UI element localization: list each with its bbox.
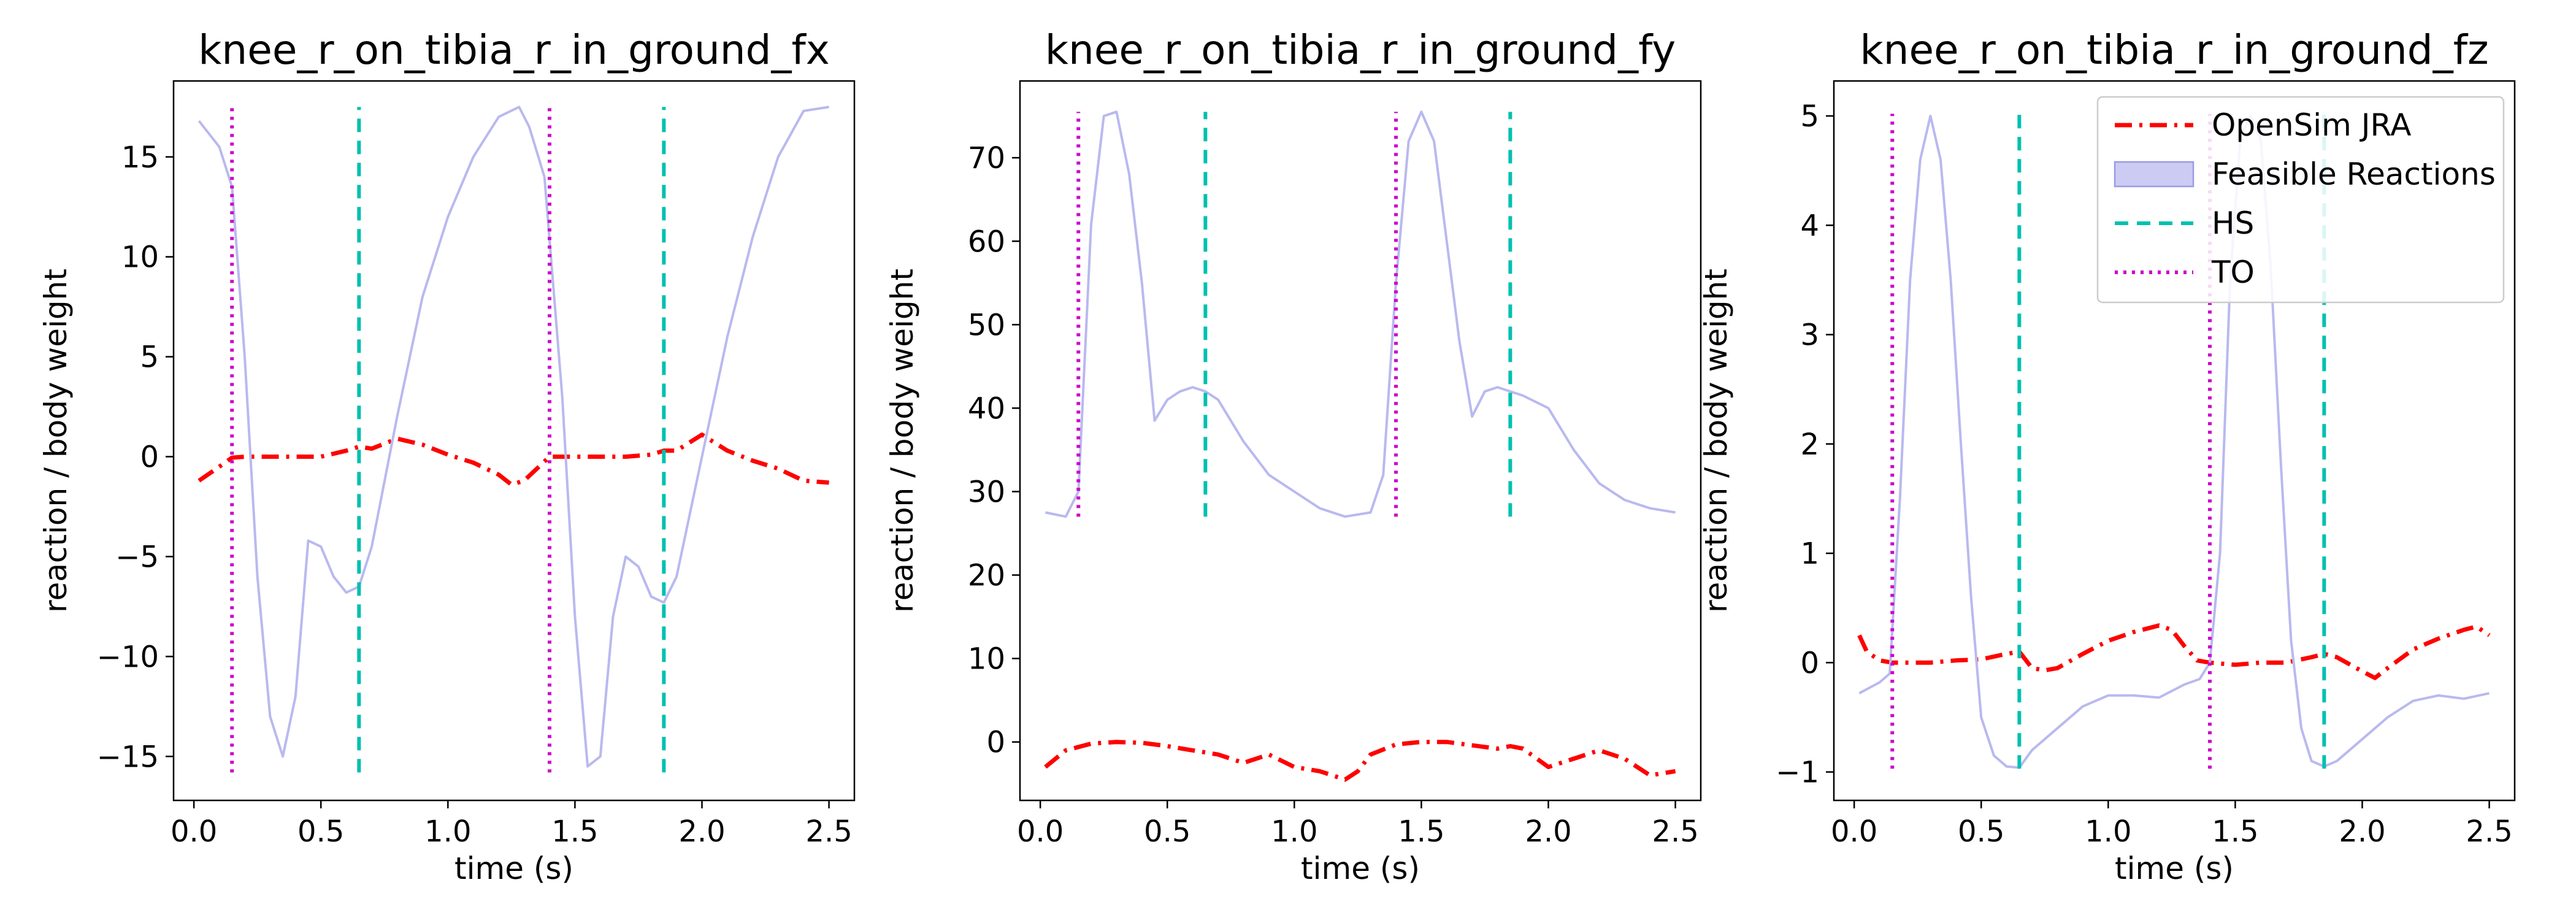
- x-tick-label: 2.0: [1525, 815, 1571, 849]
- legend: OpenSim JRA Feasible Reactions HS TO: [2096, 96, 2505, 304]
- x-tick-label: 2.0: [2339, 815, 2385, 849]
- x-tick-label: 1.5: [2212, 815, 2258, 849]
- axes-frame: [1019, 80, 1702, 802]
- y-tick-label: 70: [968, 141, 1005, 175]
- opensim-jra-line: [1857, 623, 2491, 680]
- x-tick-label: 0.0: [171, 815, 217, 849]
- feasible-reactions-band: [1045, 110, 1676, 518]
- y-tick-label: 5: [1800, 99, 1819, 134]
- axes-frame: [172, 80, 856, 802]
- y-tick-label: 4: [1800, 209, 1819, 243]
- x-tick-label: 2.5: [2466, 815, 2512, 849]
- y-tick-label: −5: [115, 540, 159, 574]
- subplot-fy: 0.0 0.5 1.0 1.5 2.0 2.5 0 10 20 30 40 50 60 70 knee_r_…: [884, 26, 1702, 886]
- legend-swatch-feasible: [2114, 161, 2195, 188]
- opensim-jra-line: [197, 432, 829, 487]
- x-tick-label: 1.5: [1398, 815, 1444, 849]
- subplot-fx: 0.0 0.5 1.0 1.5 2.0 2.5 −15 −10 −5 0 5 10 15 knee_r_o…: [38, 26, 856, 886]
- x-axis-label: time (s): [1301, 851, 1420, 886]
- legend-box: [2096, 96, 2505, 304]
- x-tick-label: 1.0: [424, 815, 471, 849]
- y-tick-label: −10: [97, 640, 159, 674]
- legend-label: OpenSim JRA: [2212, 107, 2411, 143]
- x-tick-label: 0.5: [1144, 815, 1190, 849]
- y-axis-label: reaction / body weight: [884, 269, 920, 613]
- x-tick-label: 0.0: [1831, 815, 1877, 849]
- opensim-jra-line: [1044, 740, 1676, 782]
- y-tick-label: 40: [968, 391, 1005, 426]
- plot-area: [1857, 113, 2491, 769]
- y-tick-label: 5: [140, 340, 159, 375]
- subplot-fz: 0.0 0.5 1.0 1.5 2.0 2.5 −1 0 1 2 3 4 5 knee_r_on_tibi…: [1698, 26, 2516, 886]
- y-tick-label: 15: [121, 140, 159, 175]
- y-tick-label: −1: [1776, 756, 1819, 790]
- y-tick-label: 10: [121, 240, 159, 275]
- chart-title: knee_r_on_tibia_r_in_ground_fx: [198, 26, 830, 74]
- legend-label: Feasible Reactions: [2212, 156, 2496, 192]
- y-tick-label: 10: [968, 642, 1005, 677]
- plot-area: [1044, 110, 1676, 782]
- y-tick-label: 20: [968, 559, 1005, 593]
- y-tick-label: 1: [1800, 537, 1819, 571]
- legend-label: HS: [2212, 205, 2254, 241]
- y-tick-label: 3: [1800, 318, 1819, 353]
- x-tick-label: 1.0: [2085, 815, 2131, 849]
- x-tick-label: 1.0: [1271, 815, 1317, 849]
- y-axis-label: reaction / body weight: [38, 269, 74, 613]
- y-tick-label: 50: [968, 308, 1005, 342]
- x-axis-label: time (s): [454, 851, 573, 886]
- y-tick-label: 0: [1800, 646, 1819, 680]
- y-tick-label: 30: [968, 475, 1005, 510]
- x-tick-label: 1.5: [551, 815, 598, 849]
- y-tick-label: 0: [986, 726, 1005, 760]
- chart-title: knee_r_on_tibia_r_in_ground_fy: [1045, 26, 1676, 74]
- feasible-reactions-band: [197, 105, 829, 768]
- y-tick-label: 0: [140, 440, 159, 475]
- x-tick-label: 2.0: [678, 815, 725, 849]
- x-tick-label: 2.5: [1652, 815, 1698, 849]
- chart-title: knee_r_on_tibia_r_in_ground_fz: [1860, 26, 2488, 74]
- legend-label: TO: [2211, 255, 2255, 290]
- x-axis-label: time (s): [2115, 851, 2234, 886]
- y-tick-label: 2: [1800, 427, 1819, 462]
- axes-frame: [1833, 80, 2516, 802]
- x-tick-label: 0.0: [1017, 815, 1064, 849]
- plot-area: [197, 105, 829, 773]
- x-tick-label: 0.5: [297, 815, 344, 849]
- y-axis-label: reaction / body weight: [1698, 269, 1734, 613]
- feasible-reactions-band: [1858, 115, 2490, 769]
- x-tick-label: 2.5: [805, 815, 852, 849]
- y-tick-label: −15: [97, 740, 159, 774]
- y-tick-label: 60: [968, 224, 1005, 259]
- x-tick-label: 0.5: [1958, 815, 2004, 849]
